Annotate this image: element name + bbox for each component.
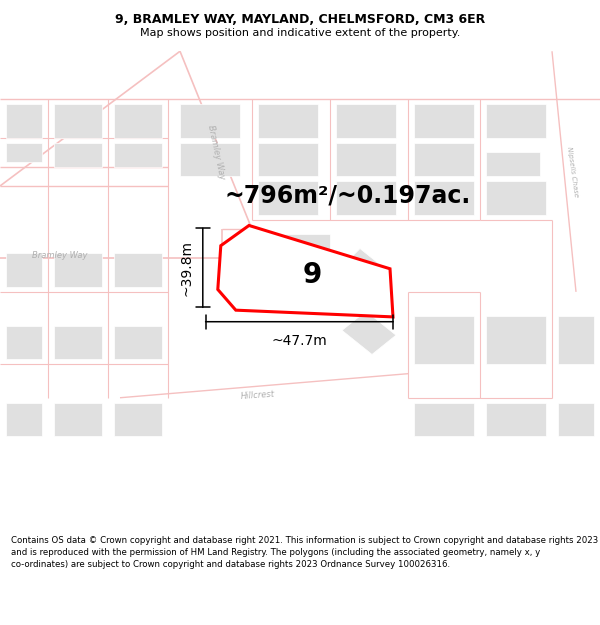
Text: Nipsells Chase: Nipsells Chase xyxy=(566,146,580,198)
Bar xyxy=(486,152,540,176)
Bar xyxy=(6,104,42,138)
Bar xyxy=(114,142,162,167)
Bar xyxy=(486,316,546,364)
Bar xyxy=(258,104,318,138)
Polygon shape xyxy=(218,226,393,317)
Bar xyxy=(114,402,162,436)
Bar xyxy=(414,142,474,176)
Bar xyxy=(258,181,318,215)
Bar xyxy=(6,402,42,436)
Text: ~39.8m: ~39.8m xyxy=(179,240,193,296)
Text: ~796m²/~0.197ac.: ~796m²/~0.197ac. xyxy=(225,184,471,208)
Bar xyxy=(414,181,474,215)
Bar xyxy=(414,402,474,436)
Bar xyxy=(6,253,42,287)
Bar xyxy=(414,104,474,138)
Bar xyxy=(114,326,162,359)
Bar xyxy=(114,104,162,138)
Bar xyxy=(276,234,330,272)
Bar xyxy=(486,104,546,138)
Bar xyxy=(558,402,594,436)
Bar xyxy=(336,104,396,138)
Text: 9, BRAMLEY WAY, MAYLAND, CHELMSFORD, CM3 6ER: 9, BRAMLEY WAY, MAYLAND, CHELMSFORD, CM3… xyxy=(115,12,485,26)
Bar xyxy=(414,316,474,364)
Bar xyxy=(54,326,102,359)
Bar xyxy=(558,316,594,364)
Bar xyxy=(54,402,102,436)
Text: Contains OS data © Crown copyright and database right 2021. This information is : Contains OS data © Crown copyright and d… xyxy=(11,536,598,569)
Polygon shape xyxy=(336,249,390,297)
Polygon shape xyxy=(342,311,396,354)
Bar xyxy=(114,253,162,287)
Text: Hillcrest: Hillcrest xyxy=(241,389,275,401)
Bar xyxy=(180,104,240,138)
Bar xyxy=(6,142,42,162)
Text: Bramley Way: Bramley Way xyxy=(206,124,226,181)
Text: ~47.7m: ~47.7m xyxy=(272,334,327,348)
Bar xyxy=(486,181,546,215)
Bar xyxy=(54,253,102,287)
Text: Map shows position and indicative extent of the property.: Map shows position and indicative extent… xyxy=(140,28,460,39)
Bar xyxy=(180,142,240,176)
Text: 9: 9 xyxy=(302,261,322,289)
Text: Bramley Way: Bramley Way xyxy=(32,251,88,260)
Bar xyxy=(6,326,42,359)
Bar xyxy=(54,142,102,167)
Bar xyxy=(336,181,396,215)
Bar xyxy=(54,104,102,138)
Bar xyxy=(486,402,546,436)
Bar xyxy=(258,142,318,176)
Bar xyxy=(336,142,396,176)
